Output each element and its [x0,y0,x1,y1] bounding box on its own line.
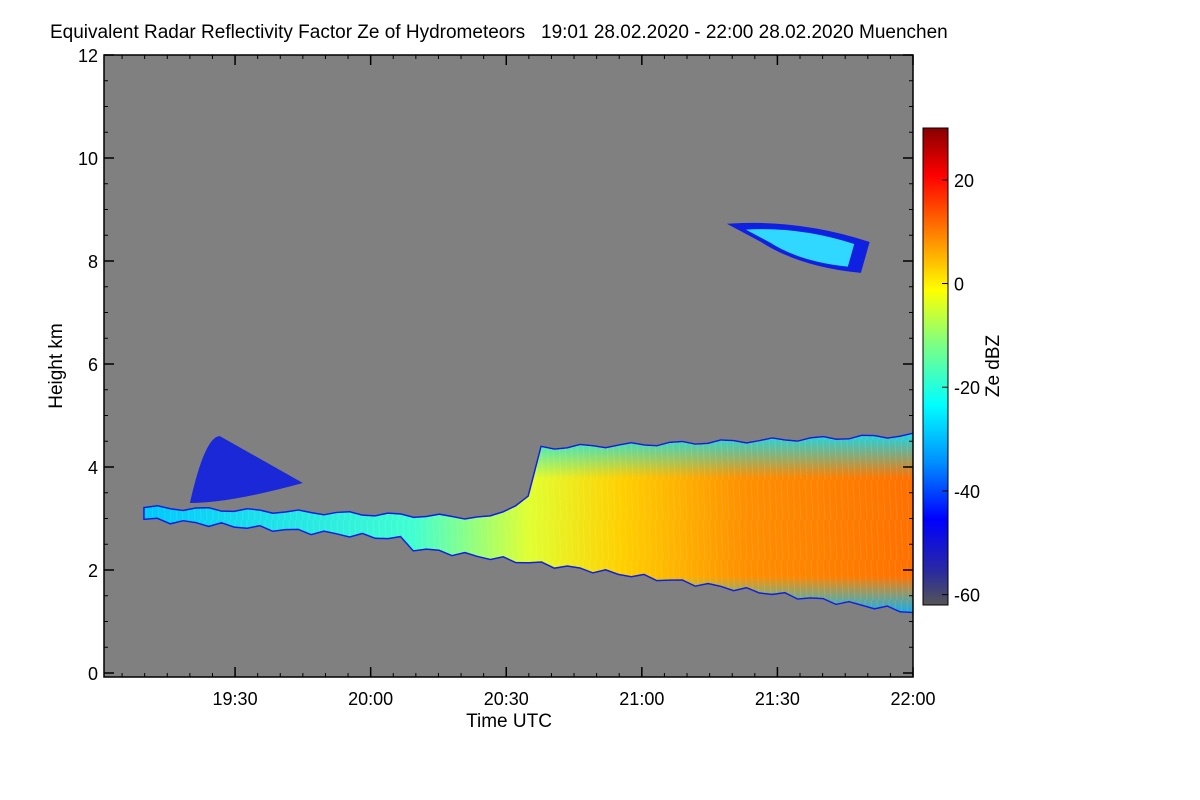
x-tick-label-3: 21:00 [619,689,664,709]
upper-cloud-core [745,229,855,267]
y-axis-title: Height km [46,323,67,409]
y-tick-label-6: 12 [78,46,98,66]
colorbar-tick-label-3: 0 [954,275,964,295]
radar-echoes [143,222,913,614]
x-tick-label-2: 20:30 [484,689,529,709]
y-tick-label-4: 8 [88,252,98,272]
y-axis: 0 2 4 6 8 10 12 [78,46,913,684]
x-tick-label-0: 19:30 [213,689,258,709]
x-tick-label-4: 21:30 [755,689,800,709]
colorbar-title: Ze dBZ [983,334,1004,397]
y-tick-label-1: 2 [88,561,98,581]
layer-streaks [144,434,913,612]
colorbar-tick-label-2: -20 [954,378,980,398]
cloud-patch [189,436,303,504]
colorbar-tick-label-0: -60 [954,586,980,606]
y-tick-label-2: 4 [88,458,98,478]
colorbar-tick-label-4: 20 [954,171,974,191]
colorbar [922,127,949,606]
colorbar-tick-label-1: -40 [954,482,980,502]
x-tick-label-1: 20:00 [348,689,393,709]
colorbar-ticks: -60 -40 -20 0 20 [942,171,980,606]
cloud-patches [189,436,303,504]
x-tick-label-5: 22:00 [890,689,935,709]
chart-title: Equivalent Radar Reflectivity Factor Ze … [50,22,948,43]
y-tick-label-5: 10 [78,149,98,169]
plot-frame [103,54,914,678]
upper-cloud [726,222,870,273]
y-tick-label-3: 6 [88,355,98,375]
main-precipitation-layer [143,432,913,614]
y-tick-label-0: 0 [88,664,98,684]
x-axis-title: Time UTC [466,711,552,732]
x-axis: 19:30 20:00 20:30 21:00 21:30 22:00 [121,55,936,709]
